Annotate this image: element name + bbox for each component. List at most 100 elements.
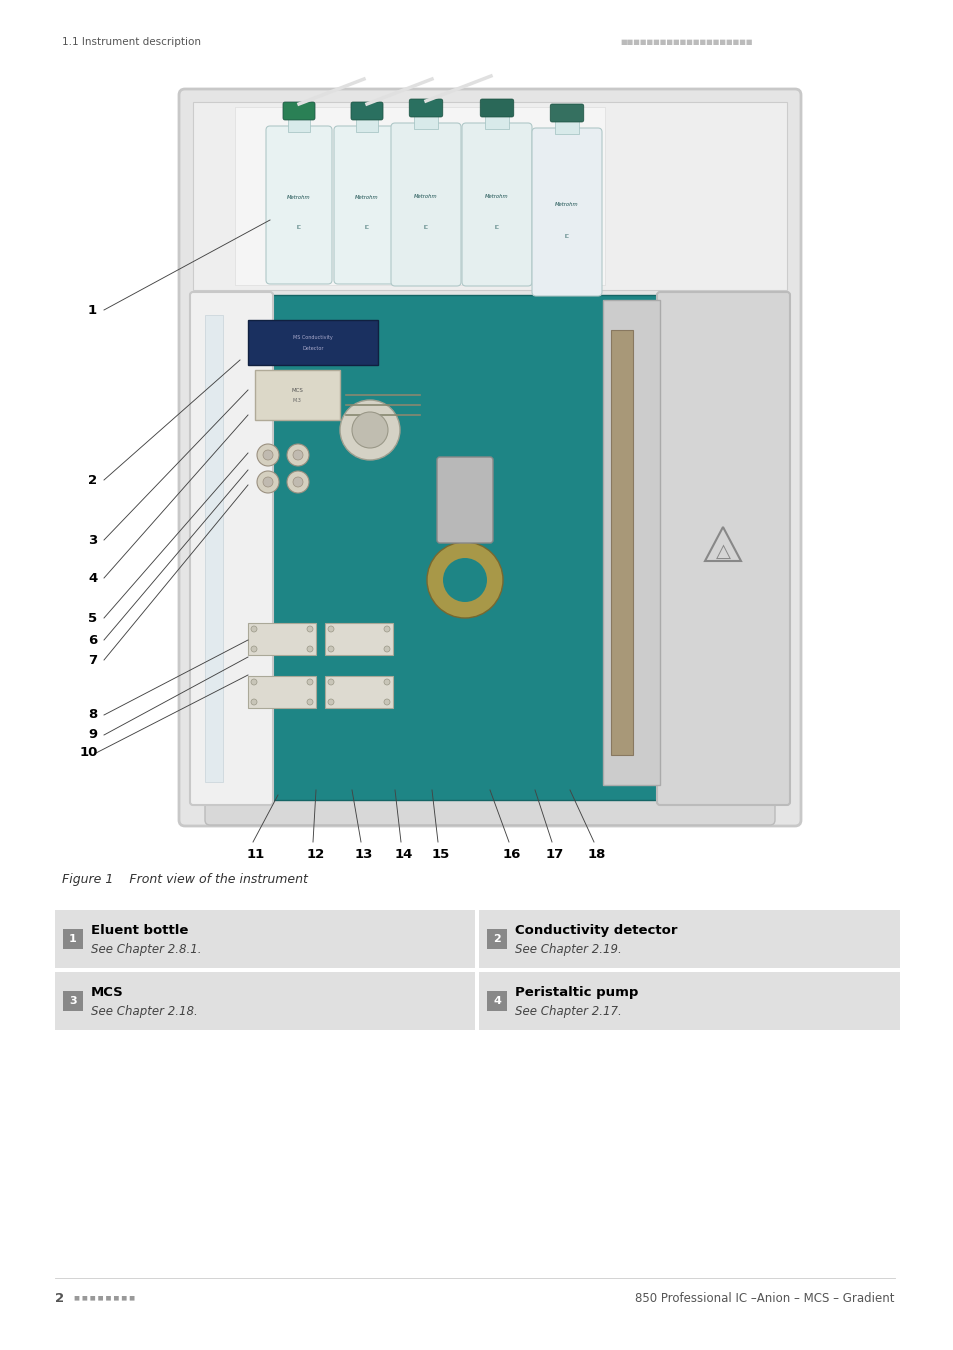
Bar [414,111,437,130]
FancyBboxPatch shape [283,103,314,120]
Bar [325,622,393,655]
Circle shape [293,450,303,460]
Circle shape [328,647,334,652]
Text: 850 Professional IC –Anion – MCS – Gradient: 850 Professional IC –Anion – MCS – Gradi… [635,1292,894,1304]
Text: ■ ■ ■ ■ ■ ■ ■ ■: ■ ■ ■ ■ ■ ■ ■ ■ [74,1296,135,1300]
Circle shape [339,400,399,460]
Circle shape [307,647,313,652]
Text: 9: 9 [88,729,97,741]
Circle shape [442,558,486,602]
Text: 12: 12 [307,849,325,861]
Text: MCS: MCS [91,986,124,999]
Text: 11: 11 [247,849,265,861]
Bar [193,103,786,290]
Text: 3: 3 [70,996,77,1006]
Circle shape [251,699,256,705]
FancyBboxPatch shape [351,103,382,120]
Text: Eluent bottle: Eluent bottle [91,923,188,937]
Text: 16: 16 [502,849,521,861]
Text: IC: IC [494,225,499,231]
Circle shape [256,444,278,466]
Bar [602,300,659,784]
FancyBboxPatch shape [479,99,514,117]
Text: 2: 2 [493,934,500,944]
Bar [205,315,223,782]
Bar [63,991,83,1011]
Bar [478,910,899,968]
Bar [63,929,83,949]
Text: 15: 15 [432,849,450,861]
Text: 2: 2 [88,474,97,486]
Text: 18: 18 [587,849,606,861]
Bar [240,296,658,801]
Bar [55,910,475,968]
Text: IC: IC [296,225,301,230]
Text: Metrohm: Metrohm [355,194,378,200]
FancyBboxPatch shape [409,99,442,117]
Bar [248,622,315,655]
Bar [254,370,339,420]
FancyBboxPatch shape [532,128,601,296]
Text: 2: 2 [55,1292,64,1304]
FancyBboxPatch shape [436,458,493,543]
Text: 10: 10 [80,747,98,760]
FancyBboxPatch shape [550,104,583,122]
Bar [478,972,899,1030]
FancyBboxPatch shape [190,292,273,805]
Circle shape [263,477,273,487]
Text: IC: IC [364,225,369,230]
Circle shape [384,679,390,684]
Circle shape [427,541,502,618]
Bar [154,70,829,845]
Text: Metrohm: Metrohm [287,194,311,200]
Bar [486,991,506,1011]
Text: Metrohm: Metrohm [485,194,508,200]
Text: 13: 13 [355,849,373,861]
Bar [248,676,315,707]
Text: 8: 8 [88,709,97,721]
Text: Conductivity detector: Conductivity detector [515,923,677,937]
FancyBboxPatch shape [205,755,774,825]
Text: 7: 7 [88,653,97,667]
Text: 1.1 Instrument description: 1.1 Instrument description [62,36,201,47]
Text: 5: 5 [88,612,97,625]
FancyBboxPatch shape [266,126,332,284]
Circle shape [384,626,390,632]
Circle shape [328,679,334,684]
Text: IC: IC [564,234,569,239]
Circle shape [287,444,309,466]
Bar [55,972,475,1030]
Text: Detector: Detector [302,346,323,351]
Text: Figure 1    Front view of the instrument: Figure 1 Front view of the instrument [62,873,308,887]
Text: 17: 17 [545,849,563,861]
Text: MCS: MCS [291,387,303,393]
Circle shape [328,699,334,705]
FancyBboxPatch shape [334,126,399,284]
Text: IC: IC [423,225,428,231]
Text: See Chapter 2.19.: See Chapter 2.19. [515,942,621,956]
Text: △: △ [715,541,730,560]
Text: 1: 1 [69,934,77,944]
Circle shape [328,626,334,632]
Circle shape [384,647,390,652]
Text: Peristaltic pump: Peristaltic pump [515,986,638,999]
Bar [355,113,377,132]
Text: See Chapter 2.18.: See Chapter 2.18. [91,1004,197,1018]
Bar [234,107,604,285]
Circle shape [263,450,273,460]
FancyBboxPatch shape [657,292,789,805]
Bar [248,320,377,364]
Text: M.3: M.3 [293,397,301,402]
Text: 6: 6 [88,633,97,647]
Circle shape [384,699,390,705]
Circle shape [251,679,256,684]
Text: ■■■■■■■■■■■■■■■■■■■■: ■■■■■■■■■■■■■■■■■■■■ [619,39,752,45]
Text: See Chapter 2.17.: See Chapter 2.17. [515,1004,621,1018]
Text: 14: 14 [395,849,413,861]
Circle shape [307,626,313,632]
FancyBboxPatch shape [461,123,532,286]
Text: See Chapter 2.8.1.: See Chapter 2.8.1. [91,942,201,956]
Text: 1: 1 [88,304,97,316]
Circle shape [307,699,313,705]
Text: Metrohm: Metrohm [555,201,578,207]
